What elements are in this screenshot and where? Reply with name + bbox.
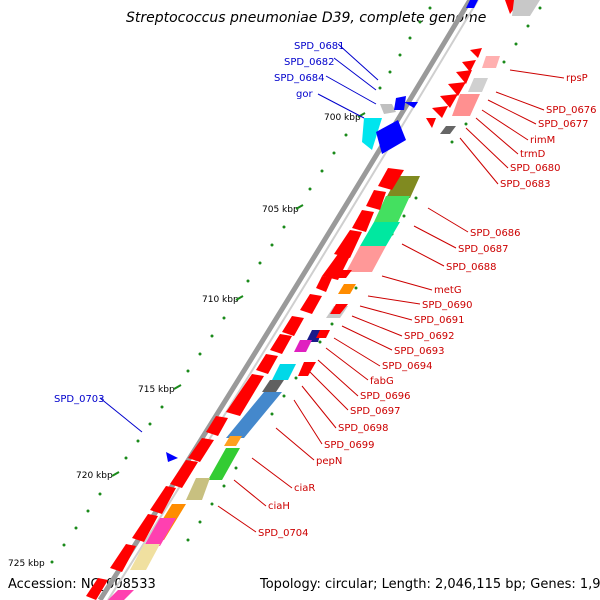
kbp-label: 720 kbp <box>76 471 113 481</box>
gene-feature <box>376 120 406 154</box>
gene-label: SPD_0698 <box>338 423 389 434</box>
kbp-label: 725 kbp <box>8 559 45 569</box>
gene-feature <box>394 96 406 110</box>
major-tick <box>357 112 366 118</box>
map-title: Streptococcus pneumoniae D39, complete g… <box>126 10 486 26</box>
accession-text: Accession: NC_008533 <box>8 577 156 592</box>
gene-label: SPD_0682 <box>284 57 335 68</box>
gene-feature <box>466 0 478 8</box>
kbp-label: 710 kbp <box>202 295 239 305</box>
gene-feature <box>166 452 178 462</box>
gene-label: rimM <box>530 135 555 146</box>
gene-label: rpsP <box>566 73 588 84</box>
gene-label: SPD_0683 <box>500 179 551 190</box>
gene-label: SPD_0681 <box>294 41 345 52</box>
gene-label: SPD_0686 <box>470 228 521 239</box>
gene-cluster-top <box>426 0 520 128</box>
gene-label: trmD <box>520 149 546 160</box>
gene-label: SPD_0692 <box>404 331 455 342</box>
gene-cluster-left <box>86 168 404 600</box>
genome-backbone-shadow <box>107 0 479 600</box>
gene-label: SPD_0704 <box>258 528 309 539</box>
kbp-label: 715 kbp <box>138 385 175 395</box>
gene-label: ciaR <box>294 483 315 494</box>
gene-label: ciaH <box>268 501 290 512</box>
gene-feature <box>452 94 480 116</box>
gene-label: SPD_0687 <box>458 244 509 255</box>
major-tick <box>235 295 244 301</box>
gene-label: fabG <box>370 376 394 387</box>
gene-label: SPD_0677 <box>538 119 589 130</box>
gene-label: SPD_0694 <box>382 361 433 372</box>
gene-feature <box>404 102 418 108</box>
gene-label: pepN <box>316 456 342 467</box>
gene-band-main <box>108 176 420 600</box>
kbp-label: 705 kbp <box>262 205 299 215</box>
major-tick <box>111 471 120 477</box>
gene-label: SPD_0693 <box>394 346 445 357</box>
gene-feature <box>380 104 396 114</box>
gene-label: SPD_0680 <box>510 163 561 174</box>
gene-label: SPD_0703 <box>54 394 105 405</box>
gene-label: SPD_0688 <box>446 262 497 273</box>
minor-ticks-outer <box>50 6 432 564</box>
gene-feature <box>512 0 540 16</box>
gene-label: SPD_0696 <box>360 391 411 402</box>
kbp-label: 700 kbp <box>324 113 361 123</box>
gene-label: SPD_0699 <box>324 440 375 451</box>
genome-summary: Topology: circular; Length: 2,046,115 bp… <box>259 577 600 592</box>
major-tick <box>295 204 304 210</box>
gene-label: SPD_0676 <box>546 105 597 116</box>
gene-label: metG <box>434 285 462 296</box>
leader-lines-red <box>217 69 565 533</box>
gene-feature <box>482 56 500 68</box>
gene-feature <box>362 118 382 150</box>
gene-label: SPD_0691 <box>414 315 465 326</box>
leader-lines-blue <box>99 43 379 433</box>
gene-feature <box>440 126 456 134</box>
gene-label: SPD_0697 <box>350 406 401 417</box>
major-tick <box>173 384 182 390</box>
gene-label: SPD_0690 <box>422 300 473 311</box>
gene-feature <box>468 78 488 92</box>
gene-label: gor <box>296 89 313 100</box>
minor-ticks-inner <box>186 6 542 542</box>
gene-label: SPD_0684 <box>274 73 325 84</box>
